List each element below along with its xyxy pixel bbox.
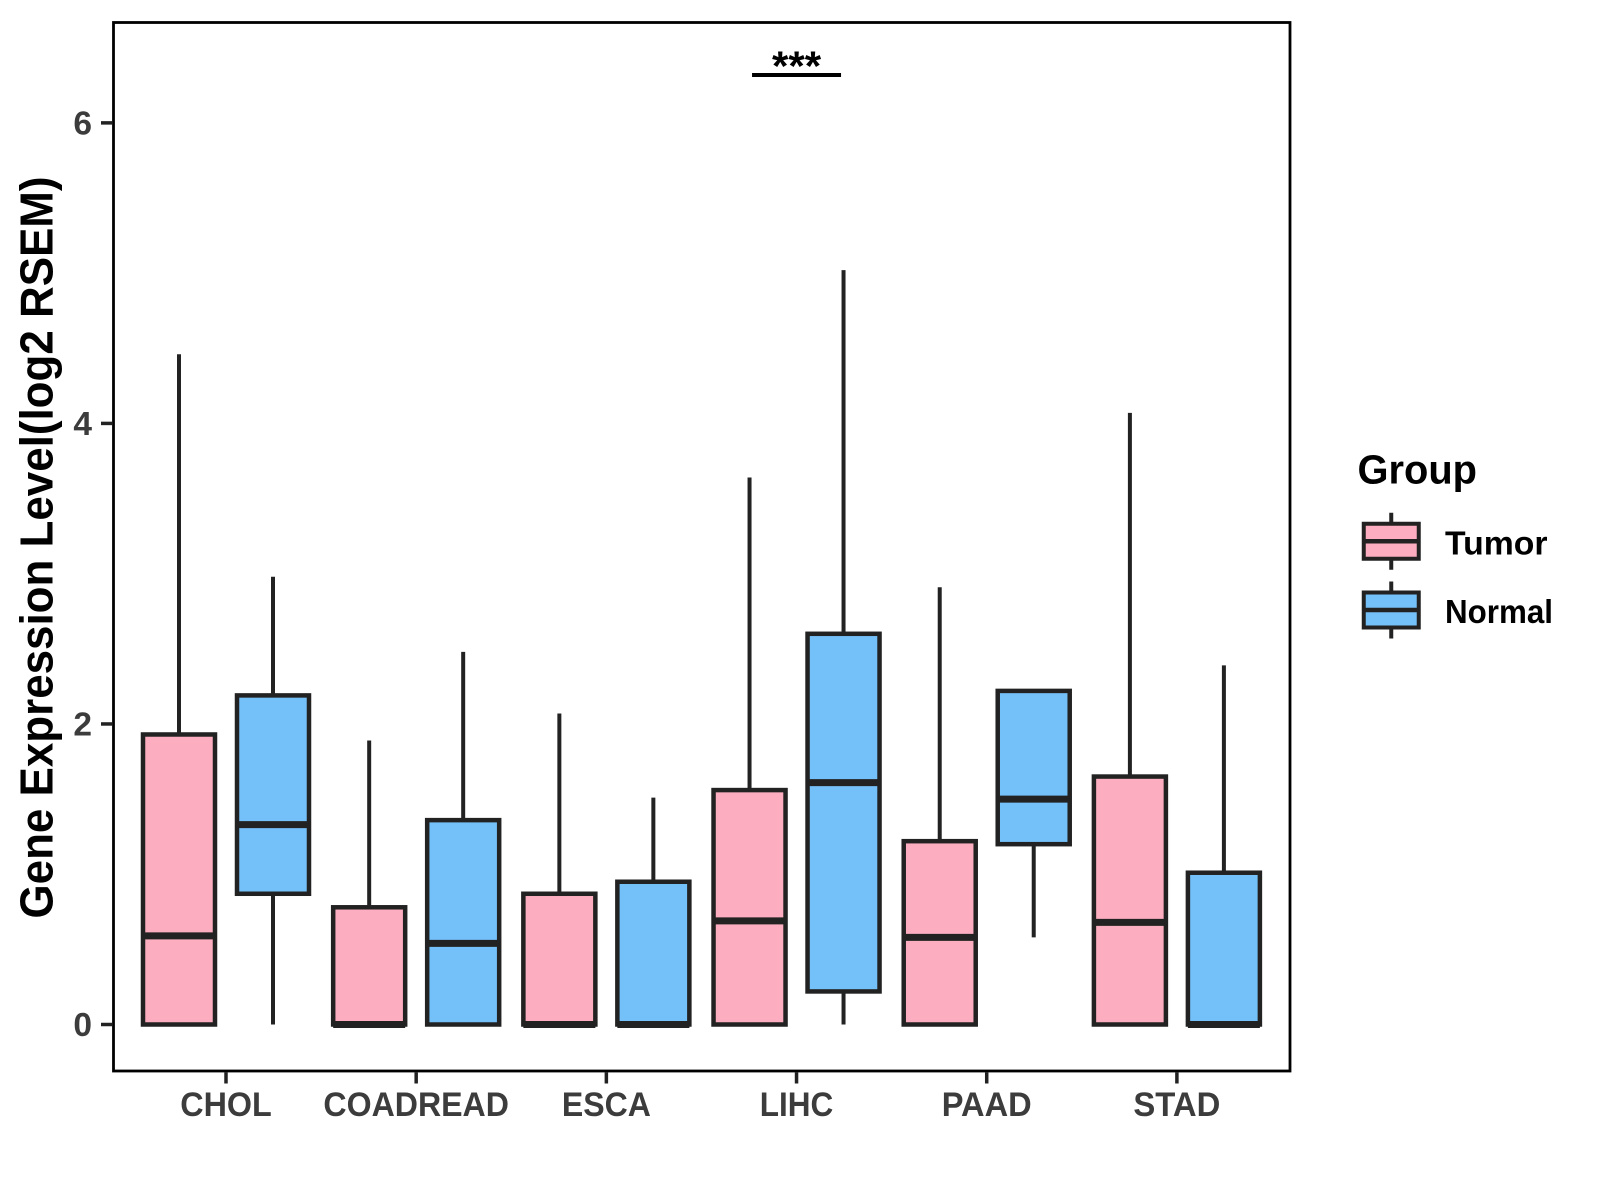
significance-stars: *** (772, 43, 822, 90)
significance-annotation: *** (752, 43, 842, 90)
iqr-box (234, 693, 312, 897)
iqr-box (711, 787, 788, 1027)
legend: Group Tumor Normal (1358, 447, 1553, 639)
panel-border (112, 21, 1292, 1073)
iqr-box (805, 631, 882, 994)
legend-label-Tumor: Tumor (1445, 524, 1548, 561)
x-tick-label-COADREAD: COADREAD (323, 1086, 509, 1124)
iqr-box (1091, 774, 1169, 1027)
legend-title: Group (1358, 447, 1478, 493)
iqr-box (140, 732, 218, 1027)
iqr-box (615, 879, 692, 1027)
box-LIHC-Normal (805, 270, 882, 1025)
box-CHOL-Tumor (140, 354, 218, 1027)
iqr-box (1185, 870, 1263, 1027)
x-tick-label-LIHC: LIHC (760, 1086, 834, 1124)
box-ESCA-Tumor (521, 713, 598, 1028)
iqr-box (995, 688, 1072, 847)
x-tick-label-PAAD: PAAD (942, 1086, 1032, 1124)
box-PAAD-Tumor (901, 587, 978, 1027)
y-tick-label: 4 (73, 406, 92, 443)
y-tick-label: 0 (73, 1007, 92, 1044)
box-CHOL-Normal (234, 576, 312, 1025)
legend-entries: Tumor Normal (1361, 512, 1553, 639)
box-LIHC-Tumor (711, 477, 788, 1027)
x-tick-label-CHOL: CHOL (180, 1086, 272, 1124)
plot-area: 0 2 4 6 CHOL COADREAD ESCA LIHC PAAD STAD (73, 106, 1263, 1124)
iqr-box (901, 838, 978, 1027)
legend-label-Normal: Normal (1445, 593, 1553, 630)
y-tick-label: 6 (73, 106, 92, 143)
legend-entry-Tumor: Tumor (1361, 512, 1548, 570)
iqr-box (330, 905, 408, 1027)
box-PAAD-Normal (995, 688, 1072, 938)
x-tick-label-ESCA: ESCA (562, 1086, 651, 1124)
iqr-box (424, 817, 502, 1027)
legend-entry-Normal: Normal (1361, 581, 1553, 639)
y-tick-label: 2 (73, 707, 92, 744)
y-axis-title: Gene Expression Level(log2 RSEM) (11, 177, 63, 919)
box-COADREAD-Tumor (330, 740, 408, 1028)
box-COADREAD-Normal (424, 651, 502, 1027)
x-tick-label-STAD: STAD (1133, 1086, 1220, 1124)
box-STAD-Tumor (1091, 412, 1169, 1027)
iqr-box (521, 891, 598, 1027)
box-STAD-Normal (1185, 665, 1263, 1028)
box-ESCA-Normal (615, 797, 692, 1028)
